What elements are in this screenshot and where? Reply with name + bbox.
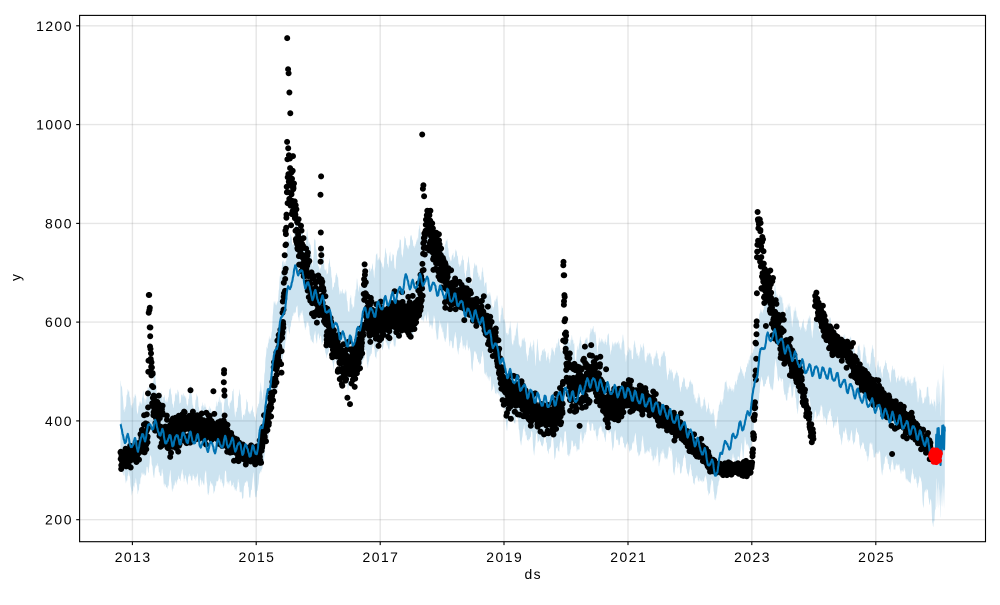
svg-text:2021: 2021 [610,549,646,565]
svg-text:800: 800 [45,215,72,231]
svg-text:600: 600 [45,314,72,330]
svg-text:2019: 2019 [486,549,522,565]
svg-text:1200: 1200 [36,18,72,34]
svg-text:2017: 2017 [363,549,399,565]
svg-text:y: y [8,274,24,281]
svg-text:200: 200 [45,512,72,528]
svg-text:2015: 2015 [239,549,275,565]
svg-text:400: 400 [45,413,72,429]
svg-text:1000: 1000 [36,117,72,133]
svg-text:2013: 2013 [115,549,151,565]
svg-text:2025: 2025 [858,549,894,565]
svg-text:2023: 2023 [734,549,770,565]
